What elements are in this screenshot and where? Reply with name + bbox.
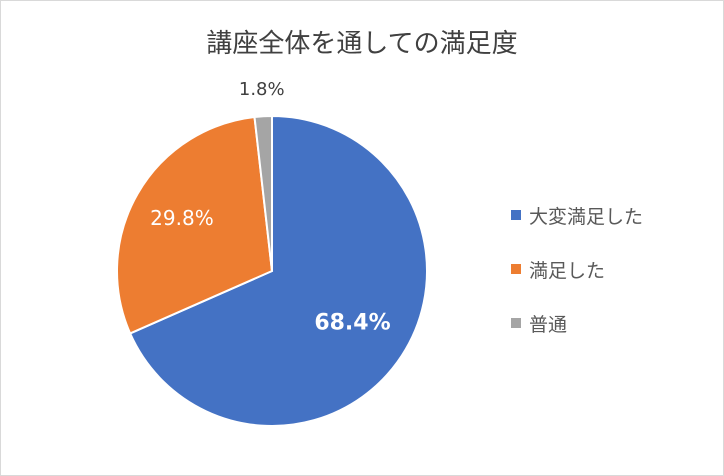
data-label-neutral: 1.8% [239,79,285,100]
slice-very-satisfied [128,114,428,427]
slice-neutral [253,114,273,272]
legend-item-neutral: 普通 [511,311,643,336]
legend-swatch-very-satisfied [511,210,521,220]
legend-item-very-satisfied: 大変満足した [511,203,644,228]
legend-label-very-satisfied: 大変満足した [529,205,644,228]
data-label-satisfied: 29.8% [150,206,214,230]
legend-label-neutral: 普通 [529,313,568,336]
legend-label-satisfied: 満足した [529,259,606,282]
legend-swatch-satisfied [511,264,521,274]
legend-item-satisfied: 満足した [511,257,643,282]
slice-satisfied [116,115,274,335]
chart-title: 講座全体を通しての満足度 [206,29,518,59]
legend: 大変満足した 満足した 普通 [511,203,643,365]
data-label-very-satisfied: 68.4% [314,311,390,336]
legend-swatch-neutral [511,318,521,328]
